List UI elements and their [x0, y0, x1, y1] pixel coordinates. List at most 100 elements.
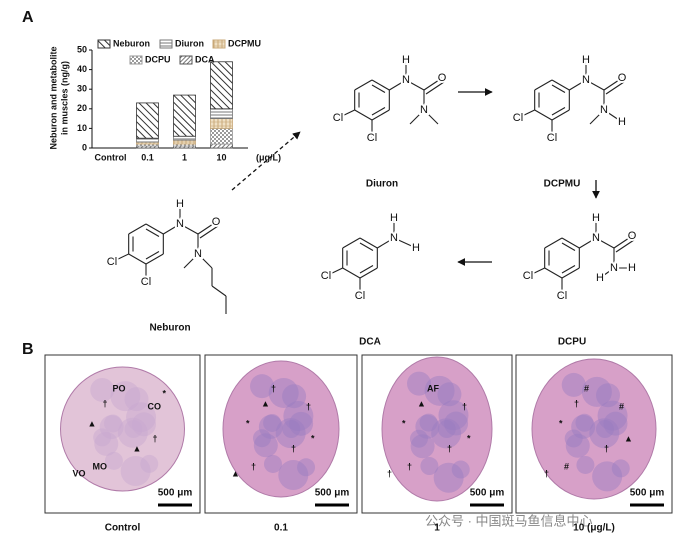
bond	[561, 242, 576, 251]
scale-label: 500 μm	[158, 488, 193, 499]
panel-caption: Control	[105, 523, 141, 534]
atom-label: H	[592, 212, 600, 224]
tissue-region	[597, 400, 628, 431]
tissue-region	[110, 381, 141, 412]
bond	[603, 77, 623, 91]
bond	[423, 77, 443, 91]
tissue-region	[596, 420, 614, 438]
tissue-region	[592, 461, 623, 492]
tissue-region	[258, 414, 283, 439]
atom-label: Cl	[547, 132, 557, 144]
legend-label: DCPMU	[228, 38, 261, 48]
molecule-name: DCPU	[558, 337, 586, 348]
y-tick-label: 0	[82, 142, 87, 152]
bond	[179, 223, 199, 235]
atom-label: Cl	[557, 290, 567, 302]
bond	[111, 253, 129, 263]
x-tick-label: 10	[216, 152, 226, 162]
molecule-name: DCA	[359, 337, 381, 348]
tissue-region	[424, 375, 455, 406]
tissue-region	[104, 451, 123, 470]
annotation: #	[564, 461, 569, 471]
annotation: AF	[427, 383, 439, 393]
tissue-region	[282, 384, 307, 409]
bond	[561, 265, 576, 274]
scale-label: 500 μm	[630, 488, 665, 499]
atom-label: Cl	[523, 270, 533, 282]
atom-label: N	[582, 74, 590, 86]
bond	[342, 237, 361, 249]
tissue-region	[420, 457, 439, 476]
atom-label: Cl	[333, 112, 343, 124]
bar-segment	[173, 139, 196, 145]
annotation: *	[163, 388, 167, 398]
tissue-region	[99, 415, 124, 440]
tissue-region	[283, 401, 314, 432]
annotation: ▲	[133, 443, 142, 453]
bar-segment	[173, 94, 196, 137]
molecule-name: Diuron	[366, 179, 398, 190]
x-tick-label: Control	[95, 152, 127, 162]
bond	[342, 267, 361, 279]
tissue-region	[603, 411, 628, 436]
y-axis-label: Neburon and metabolite	[48, 46, 58, 149]
bond	[354, 109, 373, 121]
atom-label: H	[582, 54, 590, 66]
atom-label: O	[212, 216, 221, 228]
tissue-region	[94, 431, 119, 456]
bond	[337, 109, 355, 119]
annotation: †	[407, 461, 412, 471]
bond	[544, 267, 563, 279]
bond	[145, 228, 160, 237]
annotation: ▲	[88, 418, 97, 428]
tissue-region	[126, 402, 157, 433]
bond	[145, 223, 164, 235]
bond	[371, 109, 390, 121]
histology-panel: # # # † † ▲ * † 500 μm 10 (μg/L)	[515, 354, 673, 534]
y-tick-label: 50	[77, 44, 87, 54]
legend-label: Neburon	[113, 38, 150, 48]
annotation: †	[544, 468, 549, 478]
atom-label: Cl	[321, 270, 331, 282]
annotation: CO	[148, 401, 162, 411]
bond	[163, 223, 181, 235]
atom-label: H	[618, 116, 626, 128]
bond	[371, 107, 386, 116]
tissue-region	[431, 418, 462, 449]
tissue-region	[297, 458, 316, 477]
tissue-region	[581, 376, 612, 407]
tissue-region	[90, 377, 115, 402]
molecule-name: Neburon	[149, 323, 190, 334]
bond	[371, 84, 386, 93]
bond	[585, 79, 605, 91]
bond	[527, 267, 545, 277]
annotation: MO	[93, 461, 108, 471]
tissue-region	[275, 418, 306, 449]
histology-panel: †††▲▲**†500 μm0.1	[204, 354, 358, 534]
bar-segment	[210, 127, 233, 145]
atom-label: N	[194, 248, 202, 260]
bond	[595, 237, 615, 249]
atom-label: H	[628, 262, 636, 274]
legend-swatch	[97, 39, 111, 49]
histology-panel: AF † † † ▲ * * † 500 μm 1	[361, 354, 513, 534]
panel-caption: 0.1	[274, 523, 288, 534]
bond	[183, 253, 199, 269]
bond	[377, 237, 395, 249]
annotation: †	[271, 383, 276, 393]
tissue-region	[611, 459, 630, 478]
tissue-region	[131, 412, 156, 437]
tissue-region	[103, 414, 122, 433]
tissue	[222, 360, 340, 498]
y-tick-label: 40	[77, 64, 87, 74]
tissue-region	[278, 460, 309, 491]
bond	[211, 285, 227, 297]
tissue-region	[117, 417, 148, 448]
bond	[359, 265, 374, 274]
bond	[423, 109, 439, 125]
bond	[425, 81, 445, 95]
atom-label: N	[420, 104, 428, 116]
bar-segment	[210, 108, 233, 120]
annotation: †	[574, 398, 579, 408]
